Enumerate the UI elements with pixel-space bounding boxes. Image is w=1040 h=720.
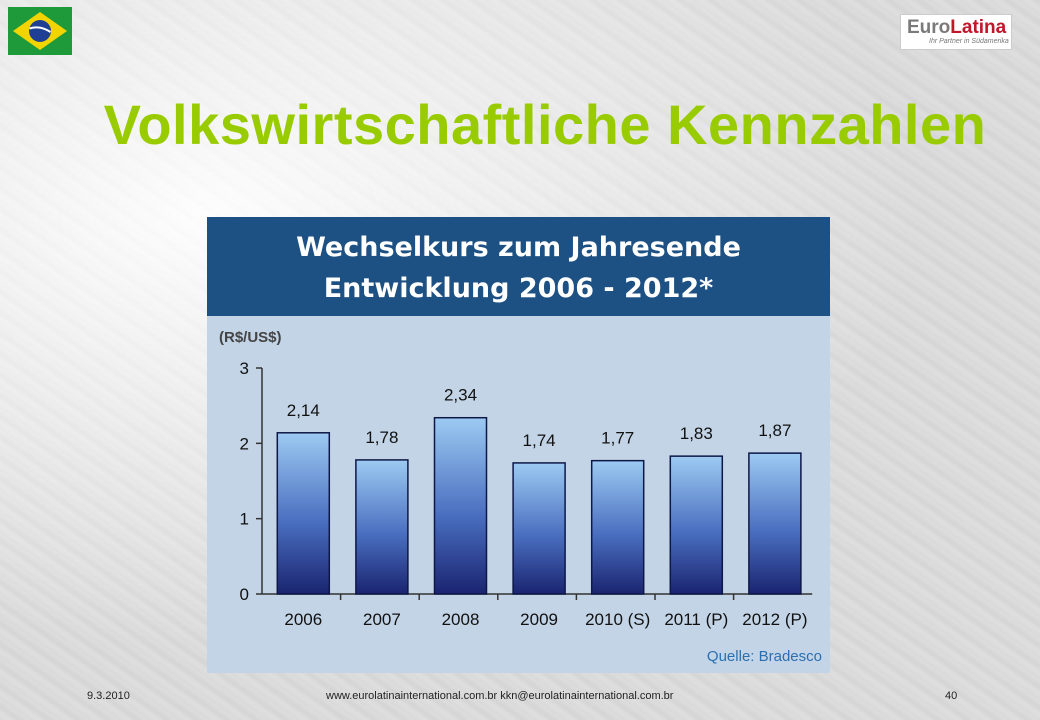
chart-title-line2: Entwicklung 2006 - 2012*	[323, 273, 714, 304]
bar	[433, 416, 488, 595]
chart-title-line1: Wechselkurs zum Jahresende	[296, 232, 741, 263]
bar	[355, 459, 409, 595]
eurolatina-logo: EuroLatina Ihr Partner in Südamerika	[900, 14, 1012, 50]
y-tick-label: 0	[240, 585, 249, 604]
logo-euro: Euro	[907, 17, 951, 38]
bar	[590, 459, 645, 595]
y-tick-label: 3	[240, 359, 249, 378]
brazil-flag-icon	[8, 7, 72, 55]
chart-title: Wechselkurs zum Jahresende Entwicklung 2…	[207, 227, 830, 309]
chart-plot-area: 0 1 2 3 2,14 2006 1,78 2007 2,34 2008 1,74 2009 1,77…	[240, 359, 813, 629]
bar-value-label: 1,87	[758, 421, 791, 440]
bar-value-label: 1,74	[523, 431, 556, 450]
y-tick-label: 1	[240, 510, 249, 529]
slide-title: Volkswirtschaftliche Kennzahlen	[103, 93, 987, 156]
x-tick-label: 2008	[442, 610, 480, 629]
logo-tagline: Ihr Partner in Südamerika	[929, 38, 1009, 45]
x-tick-label: 2007	[363, 610, 401, 629]
bar	[669, 455, 724, 595]
bar-value-label: 2,14	[287, 401, 320, 420]
y-tick-label: 2	[240, 434, 249, 453]
chart-source: Quelle: Bradesco	[706, 648, 822, 665]
x-tick-label: 2011 (P)	[664, 610, 728, 629]
x-tick-label: 2010 (S)	[585, 610, 650, 629]
x-tick-label: 2012 (P)	[742, 610, 807, 629]
y-axis-unit: (R$/US$)	[219, 329, 282, 346]
bar	[748, 452, 802, 595]
footer-page-number: 40	[945, 690, 958, 702]
bar-value-label: 1,83	[680, 424, 713, 443]
x-tick-label: 2006	[284, 610, 322, 629]
footer-contact: www.eurolatinainternational.com.br kkn@e…	[326, 690, 674, 702]
bar	[512, 462, 566, 595]
brazil-flag	[8, 7, 72, 55]
x-tick-label: 2009	[520, 610, 558, 629]
exchange-rate-chart: Wechselkurs zum Jahresende Entwicklung 2…	[207, 217, 830, 673]
bar-value-label: 1,77	[601, 429, 634, 448]
bar	[276, 432, 331, 595]
chart-header: Wechselkurs zum Jahresende Entwicklung 2…	[207, 217, 830, 316]
bar-value-label: 1,78	[365, 428, 398, 447]
footer-date: 9.3.2010	[87, 690, 130, 702]
bar-value-label: 2,34	[444, 386, 477, 405]
logo-latina: Latina	[950, 17, 1007, 38]
logo-wordmark: EuroLatina	[907, 17, 1006, 39]
